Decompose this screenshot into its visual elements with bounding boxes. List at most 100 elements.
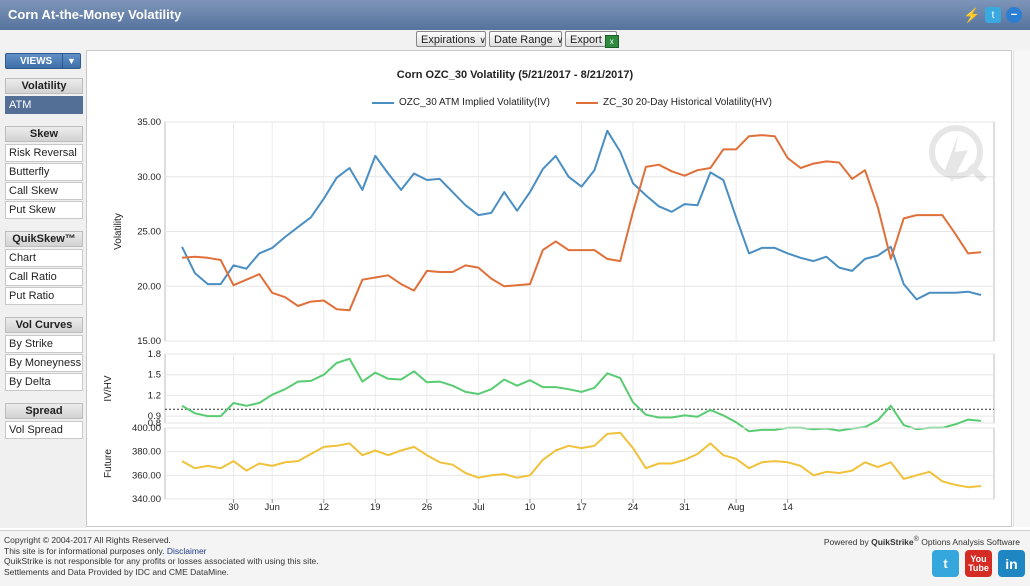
info-line: This site is for informational purposes … <box>4 546 319 557</box>
social-links: t You Tube in <box>932 550 1025 577</box>
x-tick-label: 12 <box>318 502 329 513</box>
sidebar-item-put-ratio[interactable]: Put Ratio <box>5 287 83 305</box>
sidebar-item-by-delta[interactable]: By Delta <box>5 373 83 391</box>
liability-text: QuikStrike is not responsible for any pr… <box>4 556 319 566</box>
x-tick-label: 24 <box>628 502 639 513</box>
powered-prefix: Powered by <box>823 536 869 547</box>
y-tick-label: 30.00 <box>137 172 161 183</box>
series-line-ozc-30-atm-implied-volatility-iv[interactable] <box>181 129 982 301</box>
date-range-dropdown[interactable]: Date Range ∨ <box>489 31 564 47</box>
x-tick-label: Aug <box>728 502 745 513</box>
linkedin-icon[interactable]: in <box>998 550 1025 577</box>
x-tick-label: Jul <box>472 502 484 513</box>
y-tick-label: 25.00 <box>137 227 161 238</box>
window-titlebar: Corn At-the-Money Volatility ⚡ t − <box>0 0 1030 31</box>
y-axis-label: Future <box>103 449 114 478</box>
date-range-label: Date Range <box>494 34 553 46</box>
powered-brand[interactable]: QuikStrike <box>871 536 914 547</box>
sidebar-item-butterfly[interactable]: Butterfly <box>5 163 83 181</box>
y-tick-label: 35.00 <box>137 117 161 128</box>
y-tick-label: 1.5 <box>148 370 161 381</box>
x-tick-label: 17 <box>576 502 587 513</box>
sidebar-item-call-ratio[interactable]: Call Ratio <box>5 268 83 286</box>
export-button[interactable]: Export x <box>565 31 619 48</box>
legend-label-hv: ZC_30 20-Day Historical Volatility(HV) <box>602 97 772 108</box>
legend-label-iv: OZC_30 ATM Implied Volatility(IV) <box>399 97 550 108</box>
y-tick-label: 20.00 <box>137 281 161 292</box>
x-tick-label: 19 <box>370 502 381 513</box>
sidebar-item-chart[interactable]: Chart <box>5 249 83 267</box>
lightning-icon[interactable]: ⚡ <box>963 6 981 23</box>
series-line-zc-30-20-day-historical-volatility-hv[interactable] <box>181 134 982 312</box>
vertical-scrollbar[interactable] <box>1013 50 1030 527</box>
legend-item-hv[interactable]: ZC_30 20-Day Historical Volatility(HV) <box>575 97 772 108</box>
window-title: Corn At-the-Money Volatility <box>8 7 182 22</box>
page-footer: Copyright © 2004-2017 All Rights Reserve… <box>0 530 1030 586</box>
x-tick-label: 14 <box>782 502 793 513</box>
excel-icon: x <box>604 35 619 48</box>
plot-area <box>164 353 995 424</box>
y-axis-label: IV/HV <box>103 375 114 401</box>
linkedin-glyph: in <box>1005 555 1018 572</box>
sidebar-item-call-skew[interactable]: Call Skew <box>5 182 83 200</box>
youtube-glyph-bottom: Tube <box>968 562 989 573</box>
chart-panel <box>86 50 1012 527</box>
x-tick-label: 30 <box>228 502 239 513</box>
x-tick-label: 26 <box>422 502 433 513</box>
y-tick-label: 1.8 <box>148 349 161 360</box>
x-tick-label: 31 <box>679 502 690 513</box>
series-line-iv-hv[interactable] <box>181 357 982 433</box>
chevron-down-icon[interactable]: ▼ <box>62 54 80 68</box>
expirations-label: Expirations <box>421 34 476 46</box>
section-header: QuikSkew™ <box>5 231 83 247</box>
expirations-dropdown[interactable]: Expirations ∨ <box>416 31 486 47</box>
section-header: Vol Curves <box>5 317 83 333</box>
y-tick-label: 360.00 <box>132 470 161 481</box>
youtube-icon[interactable]: You Tube <box>965 550 992 577</box>
chart-legend: OZC_30 ATM Implied Volatility(IV) ZC_30 … <box>372 97 772 108</box>
x-tick-label: Jun <box>265 502 280 513</box>
x-tick-label: 10 <box>525 502 536 513</box>
sidebar-item-by-strike[interactable]: By Strike <box>5 335 83 353</box>
views-dropdown[interactable]: VIEWS ▼ <box>5 53 81 69</box>
y-tick-label: 340.00 <box>132 494 161 505</box>
copyright-text: Copyright © 2004-2017 All Rights Reserve… <box>4 535 171 545</box>
section-header: Spread <box>5 403 83 419</box>
settlements-text: Settlements and Data Provided by IDC and… <box>4 566 229 577</box>
chevron-down-icon: ∨ <box>479 35 487 45</box>
y-tick-label: 0.8 <box>148 418 161 429</box>
sidebar-item-vol-spread[interactable]: Vol Spread <box>5 421 83 439</box>
legend-swatch <box>372 101 394 104</box>
minimize-icon[interactable]: − <box>1006 7 1022 23</box>
views-label: VIEWS <box>20 56 53 67</box>
section-header: Skew <box>5 126 83 142</box>
legend-swatch <box>575 101 598 104</box>
sidebar-item-by-moneyness[interactable]: By Moneyness <box>5 354 83 372</box>
sidebar-item-risk-reversal[interactable]: Risk Reversal <box>5 144 83 162</box>
y-tick-label: 400.00 <box>132 423 161 434</box>
chart-title: Corn OZC_30 Volatility (5/21/2017 - 8/21… <box>396 69 634 81</box>
sidebar-item-put-skew[interactable]: Put Skew <box>5 201 83 219</box>
powered-suffix: Options Analysis Software <box>921 536 1020 547</box>
twitter-bird-icon[interactable]: t <box>985 7 1001 23</box>
y-tick-label: 0.9 <box>148 411 161 422</box>
sidebar-item-atm[interactable]: ATM <box>5 96 83 114</box>
twitter-glyph: t <box>943 556 948 571</box>
section-header: Volatility <box>5 78 83 94</box>
chevron-down-icon: ∨ <box>556 35 564 45</box>
quikstrike-watermark-icon <box>929 125 987 183</box>
y-tick-label: 1.2 <box>148 390 161 401</box>
y-tick-label: 380.00 <box>132 447 161 458</box>
footer-legal: Copyright © 2004-2017 All Rights Reserve… <box>4 535 319 577</box>
chart-toolbar: Expirations ∨ Date Range ∨ Export x <box>0 30 1030 50</box>
views-sidebar: VIEWS ▼ Volatility ATM Skew Risk Reversal Bu… <box>0 50 86 528</box>
info-text: This site is for informational purposes … <box>4 545 165 556</box>
legend-item-iv[interactable]: OZC_30 ATM Implied Volatility(IV) <box>372 97 550 108</box>
export-label: Export <box>570 34 602 46</box>
twitter-icon[interactable]: t <box>932 550 959 577</box>
powered-by: Powered by QuikStrike® Options Analysis … <box>823 535 1020 547</box>
disclaimer-link[interactable]: Disclaimer <box>166 545 207 556</box>
series-line-future[interactable] <box>181 431 982 489</box>
y-tick-label: 15.00 <box>137 336 161 347</box>
